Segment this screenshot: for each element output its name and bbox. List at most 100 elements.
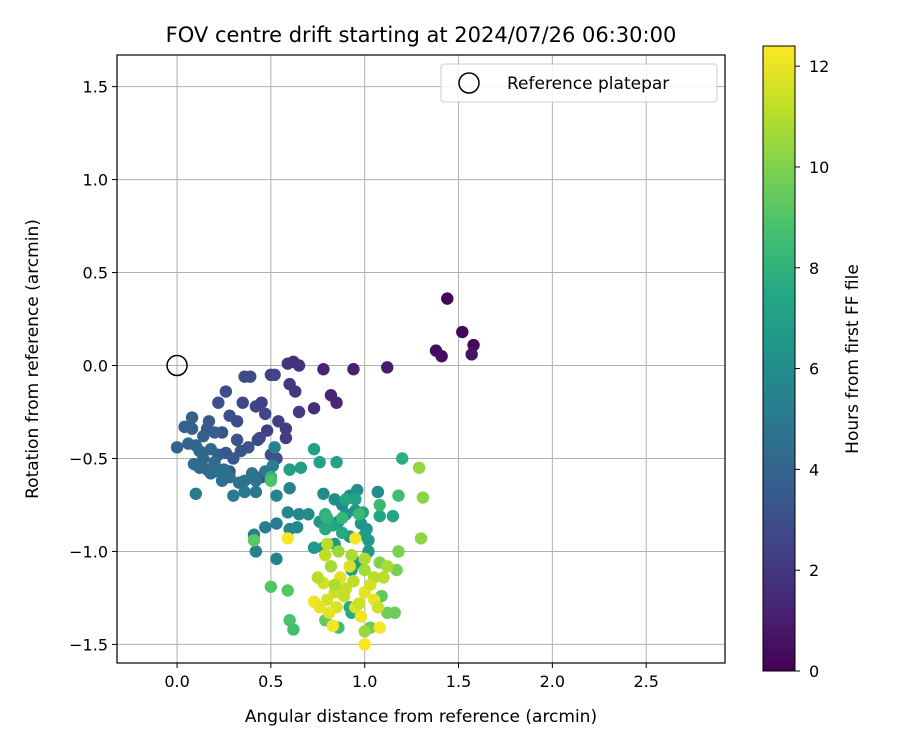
data-point [279, 431, 293, 445]
data-point [350, 483, 364, 497]
data-point [187, 457, 201, 471]
data-points [170, 292, 480, 651]
x-tick-label: 1.5 [446, 672, 471, 691]
data-point [345, 548, 358, 562]
data-point [212, 396, 225, 409]
data-point [335, 526, 349, 540]
x-axis-ticks: 0.0 0.5 1.0 1.5 2.0 2.5 [164, 663, 659, 691]
data-point [259, 521, 272, 534]
data-point [247, 534, 261, 547]
colorbar-tick-label: 10 [809, 158, 829, 177]
data-point [317, 487, 330, 501]
data-point [283, 482, 296, 495]
data-point [330, 396, 343, 409]
data-point [322, 606, 336, 619]
data-point [270, 489, 283, 502]
data-point [249, 545, 263, 558]
colorbar-tick-label: 0 [809, 662, 819, 681]
data-point [311, 571, 324, 584]
data-point [317, 363, 330, 376]
data-point [358, 638, 371, 651]
data-point [320, 537, 334, 551]
data-point [390, 563, 403, 577]
data-point [465, 348, 478, 361]
plot-frame [116, 54, 726, 664]
data-point [313, 601, 326, 614]
data-point [352, 597, 366, 610]
data-point [223, 409, 236, 422]
data-point [381, 606, 394, 619]
data-point [392, 489, 405, 502]
data-point [358, 528, 371, 541]
y-tick-label: 1.0 [83, 171, 108, 190]
colorbar-tick-label: 8 [809, 259, 819, 278]
x-tick-label: 2.0 [540, 672, 565, 691]
y-tick-label: −1.5 [69, 635, 108, 654]
data-point [266, 459, 279, 473]
data-point [347, 363, 360, 376]
y-tick-label: 0.0 [83, 357, 108, 376]
colorbar-tick-label: 2 [809, 561, 819, 580]
data-point [185, 411, 199, 424]
data-point [386, 509, 400, 523]
data-point [358, 625, 371, 638]
colorbar [762, 45, 796, 672]
data-point [290, 521, 304, 534]
data-point [249, 485, 263, 499]
legend: Reference platepar [440, 63, 718, 103]
data-point [396, 452, 409, 465]
data-point [292, 405, 306, 419]
legend-box [440, 63, 718, 103]
data-point [268, 441, 281, 454]
data-point [392, 545, 405, 558]
y-axis-label: Rotation from reference (arcmin) [23, 219, 43, 499]
data-point [249, 474, 263, 487]
reference-platepar-marker [166, 354, 188, 377]
data-point [326, 619, 340, 633]
data-point [281, 532, 294, 545]
data-point [373, 498, 386, 512]
data-point [264, 580, 278, 593]
data-point [281, 584, 294, 597]
data-point [189, 487, 203, 501]
data-point [352, 508, 366, 521]
data-point [289, 385, 302, 398]
data-point [197, 452, 210, 465]
data-point [272, 415, 285, 428]
x-tick-label: 1.0 [352, 672, 377, 691]
data-point [292, 508, 306, 521]
data-point [441, 292, 454, 305]
data-point [270, 517, 283, 530]
data-point [238, 485, 251, 499]
data-point [223, 470, 236, 484]
x-tick-label: 0.0 [164, 672, 189, 691]
data-point [330, 455, 343, 469]
data-point [412, 461, 426, 474]
data-point [307, 402, 321, 415]
grid-lines [117, 55, 725, 663]
data-point [178, 420, 191, 434]
data-point [251, 433, 264, 447]
data-point [373, 509, 386, 523]
data-point [281, 506, 294, 519]
data-point [343, 560, 356, 573]
data-point [281, 357, 294, 370]
data-point [236, 396, 249, 409]
data-point [337, 589, 351, 603]
legend-entry-reference-platepar: Reference platepar [507, 74, 669, 94]
chart-title: FOV centre drift starting at 2024/07/26 … [166, 23, 677, 47]
data-point [339, 493, 353, 506]
data-point [227, 452, 240, 465]
data-point [208, 426, 221, 439]
data-point [456, 325, 469, 339]
data-point [371, 485, 385, 499]
data-point [302, 508, 315, 521]
y-tick-label: −1.0 [69, 542, 108, 561]
y-tick-label: −0.5 [69, 449, 108, 468]
data-point [371, 601, 385, 614]
x-tick-label: 2.5 [633, 672, 658, 691]
data-point [283, 614, 296, 627]
data-point [364, 578, 377, 592]
data-point [249, 400, 263, 413]
